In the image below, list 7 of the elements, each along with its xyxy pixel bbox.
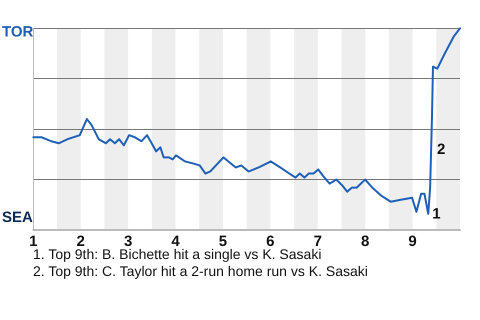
x-tick-label: 8 xyxy=(361,233,370,250)
x-tick-label: 9 xyxy=(408,233,417,250)
annotation: 2 xyxy=(436,140,446,158)
annotation: TOR xyxy=(2,23,34,40)
text: SEA xyxy=(2,209,34,226)
text: 2. Top 9th: C. Taylor hit a 2-run home run vs K. Sasaki xyxy=(33,263,368,279)
annotation: 1 xyxy=(432,205,441,222)
